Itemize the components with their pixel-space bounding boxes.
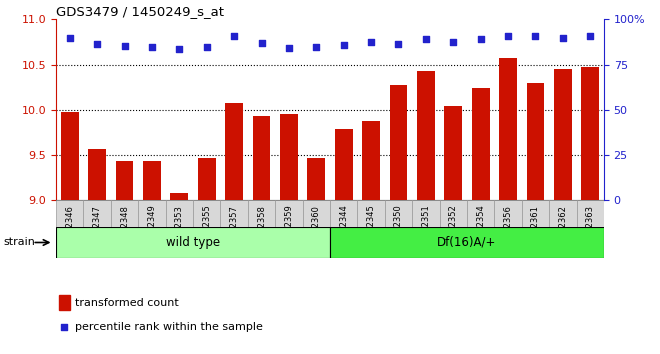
Bar [193, 200, 220, 258]
Text: GSM272348: GSM272348 [120, 205, 129, 256]
Text: strain: strain [3, 238, 35, 247]
Point [366, 39, 376, 45]
Point [201, 44, 212, 50]
Bar [362, 121, 380, 200]
Bar [253, 116, 271, 200]
Text: GSM272345: GSM272345 [366, 205, 376, 256]
Bar [554, 69, 572, 200]
Point [284, 46, 294, 51]
Point [420, 36, 431, 42]
Bar [115, 161, 133, 200]
Bar [330, 227, 604, 258]
Text: GSM272352: GSM272352 [449, 205, 458, 256]
Text: GSM272344: GSM272344 [339, 205, 348, 256]
Bar [581, 67, 599, 200]
Bar [549, 200, 577, 258]
Point [65, 35, 75, 40]
Bar [225, 103, 243, 200]
Point [311, 45, 321, 50]
Point [339, 42, 349, 47]
Bar [412, 200, 440, 258]
Text: GSM272351: GSM272351 [421, 205, 430, 256]
Point [174, 46, 185, 52]
Text: GSM272349: GSM272349 [147, 205, 156, 256]
Bar [198, 158, 216, 200]
Bar [220, 200, 248, 258]
Point [585, 33, 595, 39]
Bar [143, 161, 161, 200]
Bar [83, 200, 111, 258]
Bar [138, 200, 166, 258]
Point [475, 36, 486, 42]
Bar [170, 193, 188, 200]
Bar [358, 200, 385, 258]
Bar [417, 71, 435, 200]
Bar [56, 227, 330, 258]
Bar [494, 200, 521, 258]
Point [147, 44, 157, 50]
Point [530, 33, 541, 39]
Text: GSM272350: GSM272350 [394, 205, 403, 256]
Point [393, 41, 404, 47]
Bar [56, 200, 83, 258]
Point [558, 35, 568, 40]
Text: GSM272359: GSM272359 [284, 205, 294, 256]
Bar [472, 88, 490, 200]
Text: GSM272363: GSM272363 [585, 205, 595, 256]
Text: GSM272358: GSM272358 [257, 205, 266, 256]
Bar [166, 200, 193, 258]
Text: GSM272354: GSM272354 [476, 205, 485, 256]
Point [263, 200, 273, 205]
Text: GSM272357: GSM272357 [230, 205, 239, 256]
Point [256, 40, 267, 46]
Bar [385, 200, 412, 258]
Bar [111, 200, 138, 258]
Text: GSM272346: GSM272346 [65, 205, 75, 256]
Bar [467, 200, 494, 258]
Bar [302, 200, 330, 258]
Point [448, 39, 459, 45]
Point [119, 43, 130, 48]
Bar [389, 85, 407, 200]
Bar [308, 158, 325, 200]
Bar [335, 129, 352, 200]
Bar [275, 200, 302, 258]
Text: GSM272361: GSM272361 [531, 205, 540, 256]
Text: percentile rank within the sample: percentile rank within the sample [75, 322, 263, 332]
Text: GSM272347: GSM272347 [92, 205, 102, 256]
Text: GSM272360: GSM272360 [312, 205, 321, 256]
Bar [444, 106, 462, 200]
Bar [577, 200, 604, 258]
Point [92, 41, 102, 47]
Bar [527, 82, 544, 200]
Text: GSM272353: GSM272353 [175, 205, 184, 256]
Text: GSM272355: GSM272355 [202, 205, 211, 256]
Bar [330, 200, 358, 258]
Text: wild type: wild type [166, 236, 220, 249]
Text: GSM272362: GSM272362 [558, 205, 568, 256]
Bar [61, 113, 79, 200]
Bar [88, 149, 106, 200]
Bar [59, 295, 70, 310]
Bar [248, 200, 275, 258]
Point [229, 33, 240, 39]
Bar [499, 58, 517, 200]
Bar [440, 200, 467, 258]
Point [503, 33, 513, 39]
Text: GSM272356: GSM272356 [504, 205, 513, 256]
Text: transformed count: transformed count [75, 298, 179, 308]
Bar [521, 200, 549, 258]
Text: Df(16)A/+: Df(16)A/+ [438, 236, 496, 249]
Bar [280, 114, 298, 200]
Text: GDS3479 / 1450249_s_at: GDS3479 / 1450249_s_at [56, 5, 224, 18]
